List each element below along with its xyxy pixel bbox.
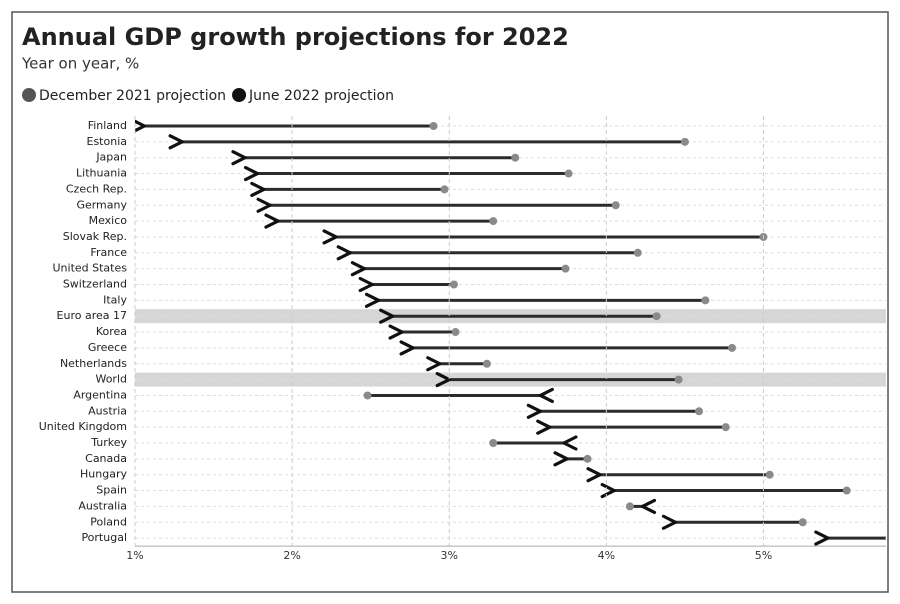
december-dot [583, 454, 592, 463]
arrow-head [350, 261, 366, 277]
legend-marker [232, 88, 247, 102]
y-tick-label: Netherlands [60, 357, 127, 370]
arrow-head [435, 372, 451, 388]
y-tick-label: France [90, 246, 127, 259]
december-dot [564, 169, 573, 178]
december-dot [440, 185, 449, 194]
december-dot [885, 535, 886, 541]
arrow-head [562, 435, 578, 451]
plot [135, 119, 886, 546]
arrow-head [426, 356, 442, 372]
y-tick-label: Switzerland [63, 278, 127, 291]
y-tick-label: Euro area 17 [57, 309, 127, 322]
chart-subtitle: Year on year, % [21, 55, 139, 73]
arrow-head [322, 229, 338, 245]
december-dot [842, 486, 851, 495]
y-tick-label: Lithuania [76, 167, 127, 180]
december-dot [451, 328, 460, 337]
y-tick-label: Estonia [87, 135, 128, 148]
y-tick-label: United States [53, 262, 128, 275]
x-tick-label: 1% [126, 549, 143, 562]
arrow-head [250, 181, 266, 197]
y-tick-label: Spain [96, 484, 127, 497]
legend-label: December 2021 projection [39, 88, 226, 104]
arrow-head [231, 150, 247, 166]
arrow-head [135, 119, 147, 133]
december-dot [482, 359, 491, 368]
chart-title: Annual GDP growth projections for 2022 [22, 23, 569, 51]
y-tick-label: Mexico [89, 214, 128, 227]
arrow-head [526, 403, 542, 419]
arrow-head [553, 451, 569, 467]
arrow-head [168, 134, 184, 150]
arrow-head [536, 419, 552, 435]
arrow-head [640, 498, 657, 514]
december-dot [680, 137, 689, 146]
december-dot [798, 518, 807, 527]
y-tick-label: Greece [88, 341, 127, 354]
arrow-head [586, 467, 602, 483]
x-tick-label: 2% [283, 549, 300, 562]
y-tick-label: Portugal [81, 531, 127, 544]
december-dot [449, 280, 458, 289]
y-tick-label: Korea [96, 325, 127, 338]
y-tick-label: Poland [90, 515, 127, 528]
arrow-head [388, 324, 404, 340]
arrow-head [661, 514, 678, 530]
december-dot [511, 153, 520, 162]
arrow-head [364, 292, 381, 308]
december-dot [674, 375, 683, 384]
arrow-head [336, 245, 352, 261]
y-tick-label: Germany [76, 198, 127, 211]
december-dot [728, 343, 737, 352]
y-tick-label: Austria [88, 404, 127, 417]
y-tick-label: Japan [95, 151, 127, 164]
december-dot [695, 407, 704, 416]
arrow-head [256, 197, 272, 213]
arrow-head [379, 308, 395, 324]
frame [11, 11, 889, 593]
legend-label: June 2022 projection [248, 88, 394, 104]
x-tick-label: 3% [440, 549, 457, 562]
december-dot [489, 217, 498, 226]
december-dot [489, 439, 498, 447]
december-dot [429, 122, 438, 130]
december-dot [611, 201, 620, 210]
arrow-head [814, 530, 830, 546]
y-tick-label: Canada [85, 452, 127, 465]
december-dot [561, 264, 570, 273]
december-dot [363, 391, 372, 400]
arrow-head [538, 387, 554, 404]
y-tick-label: Turkey [90, 436, 127, 449]
legend-marker [22, 88, 36, 102]
y-tick-label: Czech Rep. [66, 182, 127, 195]
december-dot [701, 296, 710, 305]
arrow-head [358, 276, 374, 293]
y-tick-label: Australia [78, 499, 127, 512]
y-tick-label: Hungary [80, 468, 127, 481]
arrow-head [399, 340, 415, 356]
arrow-head [264, 213, 280, 229]
y-tick-label: United Kingdom [39, 420, 127, 433]
y-tick-label: Argentina [73, 388, 127, 401]
y-tick-label: Finland [88, 119, 127, 132]
december-dot [633, 248, 642, 257]
december-dot [625, 502, 634, 511]
y-tick-label: Italy [103, 293, 127, 306]
december-dot [721, 423, 730, 432]
y-tick-label: World [95, 373, 127, 386]
arrow-head [243, 165, 260, 182]
december-dot [765, 470, 774, 479]
x-tick-label: 5% [755, 549, 772, 562]
december-dot [652, 312, 661, 321]
x-tick-label: 4% [598, 549, 615, 562]
y-tick-label: Slovak Rep. [63, 230, 127, 243]
